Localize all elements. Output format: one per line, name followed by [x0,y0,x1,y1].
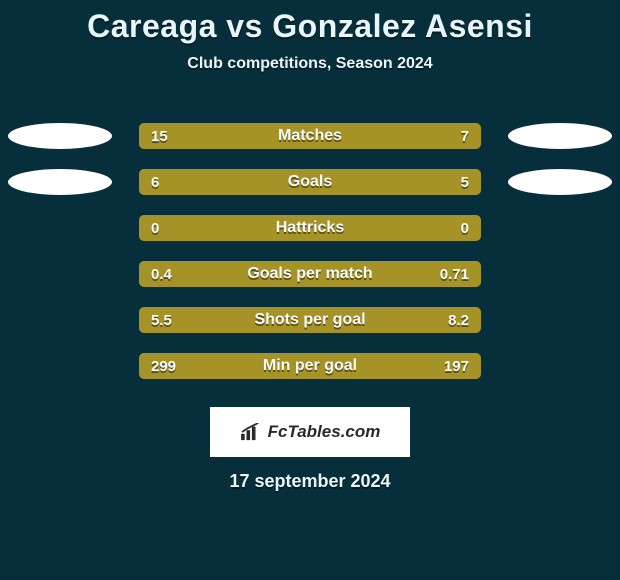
stat-row: Goals65 [0,159,620,205]
stat-bar: Goals65 [139,169,481,195]
stat-row: Min per goal299197 [0,343,620,389]
player-slot-left [0,159,120,205]
stat-bar-left [139,169,325,195]
branding-badge: FcTables.com [210,407,410,457]
stat-value-left: 299 [151,353,176,379]
player-slot-right [500,159,620,205]
player-slot-right [500,205,620,251]
page-title: Careaga vs Gonzalez Asensi [0,0,620,45]
chart-icon [240,423,262,441]
player-slot-right [500,343,620,389]
stat-bar-right [325,169,481,195]
stat-row: Goals per match0.40.71 [0,251,620,297]
player-slot-left [0,113,120,159]
stat-row: Hattricks00 [0,205,620,251]
player-placeholder-right [508,169,612,195]
stat-value-left: 0 [151,215,159,241]
stat-bar-left [139,123,372,149]
stat-row: Shots per goal5.58.2 [0,297,620,343]
stat-value-right: 7 [461,123,469,149]
branding-text: FcTables.com [268,422,381,442]
player-placeholder-left [8,123,112,149]
player-slot-right [500,251,620,297]
player-slot-left [0,251,120,297]
stat-bar-left [139,215,310,241]
page-subtitle: Club competitions, Season 2024 [0,55,620,73]
stat-value-right: 0.71 [440,261,469,287]
stat-bar: Shots per goal5.58.2 [139,307,481,333]
stat-bar-right [310,215,481,241]
player-placeholder-right [508,123,612,149]
stat-value-left: 0.4 [151,261,172,287]
player-slot-left [0,297,120,343]
stat-value-left: 15 [151,123,168,149]
stat-row: Matches157 [0,113,620,159]
stat-bar: Goals per match0.40.71 [139,261,481,287]
stat-value-right: 5 [461,169,469,195]
player-slot-left [0,343,120,389]
stat-value-right: 8.2 [448,307,469,333]
player-slot-right [500,297,620,343]
stat-value-right: 197 [444,353,469,379]
stat-value-left: 5.5 [151,307,172,333]
player-slot-left [0,205,120,251]
player-slot-right [500,113,620,159]
date-text: 17 september 2024 [0,471,620,492]
stat-value-left: 6 [151,169,159,195]
stat-bar: Matches157 [139,123,481,149]
player-placeholder-left [8,169,112,195]
stat-value-right: 0 [461,215,469,241]
stat-bar: Min per goal299197 [139,353,481,379]
stat-bar: Hattricks00 [139,215,481,241]
stat-rows: Matches157Goals65Hattricks00Goals per ma… [0,113,620,389]
